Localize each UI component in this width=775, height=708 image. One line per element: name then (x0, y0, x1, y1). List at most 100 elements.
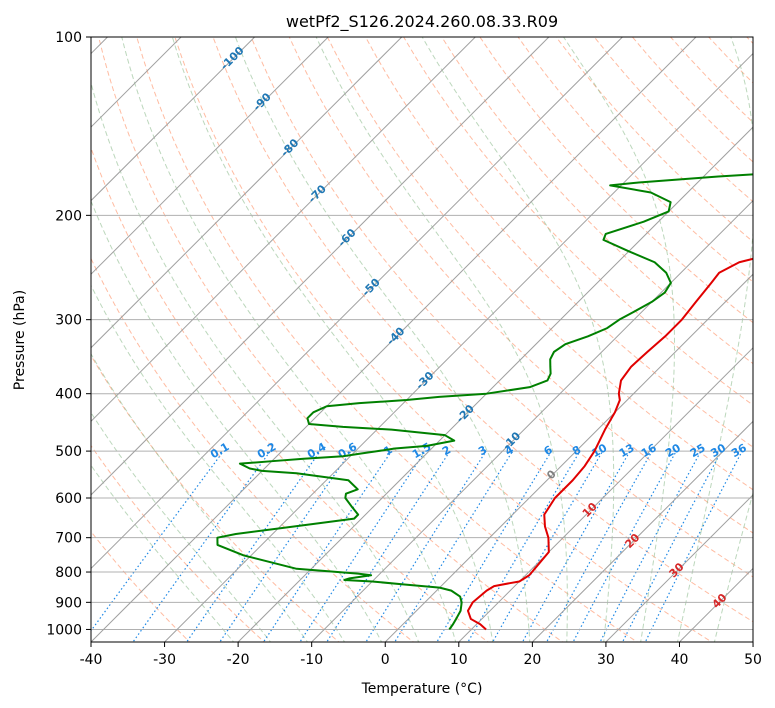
dry-adiabat-line (517, 37, 753, 283)
temperature-profile-line (466, 257, 753, 631)
moist-adiabat-line (91, 352, 309, 642)
chart-title: wetPf2_S126.2024.260.08.33.R09 (286, 12, 558, 32)
dry-adiabat-line (174, 37, 713, 642)
isotherm-label: -20 (454, 402, 477, 425)
dry-adiabat-line (326, 37, 753, 491)
y-tick-label: 200 (55, 208, 82, 224)
mixing-ratio-line (132, 450, 271, 642)
isotherm-line (91, 37, 476, 423)
mixing-ratio-line (467, 450, 581, 642)
y-tick-label: 400 (55, 387, 82, 403)
dry-adiabat-line (479, 37, 753, 324)
isotherm-label: -70 (306, 182, 329, 205)
isotherm-label: -60 (335, 226, 358, 249)
mixing-ratio-line (621, 450, 722, 642)
y-tick-label: 1000 (46, 622, 82, 638)
isotherm-label: 30 (667, 560, 687, 580)
pressure-gridlines (91, 37, 753, 630)
x-tick-label: 30 (597, 652, 615, 668)
mixing-ratio-label: 0.1 (208, 440, 231, 461)
moist-adiabat-line (91, 81, 420, 642)
y-tick-label: 700 (55, 531, 82, 547)
mixing-ratio-label: 13 (617, 441, 637, 460)
isotherm-line (164, 52, 753, 642)
dry-adiabat-line (632, 37, 753, 163)
isotherm-line (91, 37, 623, 570)
isotherm-line (91, 37, 255, 202)
moist-adiabat-line (563, 37, 676, 642)
mixing-ratio-line (299, 450, 426, 642)
mixing-ratio-lines (91, 450, 743, 642)
mixing-ratio-line (644, 450, 743, 642)
moist-adiabat-line (421, 37, 615, 642)
dry-adiabat-line (212, 37, 753, 623)
dry-adiabat-line (365, 37, 753, 448)
profile-series (216, 173, 753, 631)
y-tick-label: 900 (55, 595, 82, 611)
x-tick-label: -10 (300, 652, 323, 668)
dewpoint-profile-line (216, 173, 753, 631)
moist-adiabat-line (91, 284, 346, 642)
mixing-ratio-label: 10 (590, 441, 610, 460)
isotherms (91, 37, 753, 642)
dry-adiabat-line (441, 37, 753, 365)
moist-adiabat-line (91, 464, 235, 642)
x-tick-label: 50 (744, 652, 762, 668)
mixing-ratio-line (365, 450, 487, 642)
x-tick-label: -40 (80, 652, 103, 668)
isotherm-line (679, 567, 753, 642)
isotherm-line (752, 641, 753, 642)
x-tick-label: 40 (671, 652, 689, 668)
dry-adiabat-line (91, 354, 340, 642)
moist-adiabat-line (91, 411, 272, 642)
dry-adiabat-line (746, 37, 753, 45)
y-tick-label: 500 (55, 444, 82, 460)
dry-adiabat-line (555, 37, 753, 243)
dry-adiabat-line (91, 444, 265, 642)
y-axis: 1000 900 800 700 600 500 400 300 200 100 (46, 30, 91, 638)
x-axis: -40 -30 -20 -10 0 10 20 30 40 50 (80, 642, 762, 668)
isotherm-line (532, 420, 753, 642)
moist-adiabat-line (315, 37, 568, 642)
mixing-ratio-line (91, 450, 224, 632)
plot-area: 0.1 0.2 0.4 0.6 1 1.5 2 3 4 6 8 10 13 16 20 25 30 36 -100… (91, 37, 753, 642)
isotherm-line (311, 199, 753, 642)
mixing-ratio-line (599, 450, 702, 642)
isotherm-line (237, 126, 753, 642)
isotherm-line (458, 347, 753, 642)
isotherm-label: 10 (580, 500, 600, 520)
x-axis-label: Temperature (°C) (361, 681, 483, 697)
isotherm-label: 0 (544, 467, 559, 482)
mixing-ratio-line (185, 450, 321, 642)
mixing-ratio-label: 25 (688, 441, 708, 460)
mixing-ratio-label: 1.5 (410, 440, 433, 461)
isotherm-line (605, 494, 753, 642)
dry-adiabat-line (288, 37, 753, 534)
x-tick-label: 20 (523, 652, 541, 668)
x-tick-label: 10 (450, 652, 468, 668)
mixing-ratio-label: 30 (708, 441, 728, 460)
plot-frame (90, 36, 754, 643)
x-tick-label: 0 (381, 652, 390, 668)
mixing-ratio-line (326, 450, 451, 642)
y-axis-label: Pressure (hPa) (12, 290, 28, 390)
mixing-ratio-label: 20 (663, 441, 683, 460)
y-tick-label: 600 (55, 491, 82, 507)
x-tick-label: -30 (153, 652, 176, 668)
dry-adiabat-line (708, 37, 753, 84)
isotherm-label: -100 (218, 44, 247, 73)
mixing-ratio-label: 0.6 (336, 440, 360, 461)
y-tick-label: 300 (55, 313, 82, 329)
moist-adiabat-line (171, 37, 494, 642)
isotherm-line (91, 37, 697, 642)
isotherm-line (384, 273, 753, 642)
isotherm-label: -90 (251, 90, 274, 113)
isotherm-label: 20 (622, 531, 642, 551)
dry-adiabat-line (403, 37, 753, 406)
isotherm-line (91, 37, 403, 349)
isotherm-label: -40 (384, 324, 407, 347)
mixing-ratio-line (394, 450, 514, 642)
mixing-ratio-label: 16 (639, 441, 659, 460)
isotherm-line (91, 37, 329, 275)
